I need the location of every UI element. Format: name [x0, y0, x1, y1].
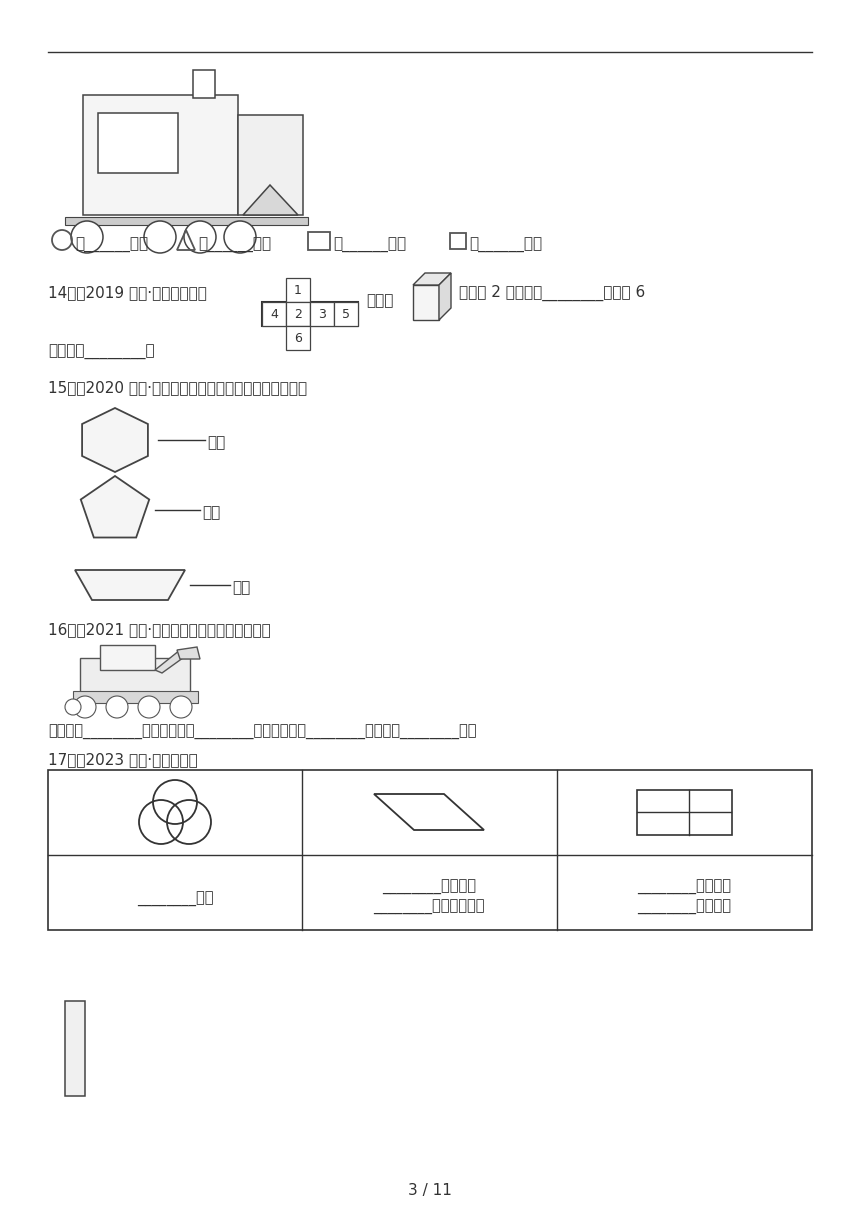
Text: 6: 6 — [294, 332, 302, 345]
Polygon shape — [75, 570, 185, 599]
Text: 有______个，: 有______个， — [198, 237, 271, 253]
Text: 17．（2023 一下·西平月考）: 17．（2023 一下·西平月考） — [48, 751, 198, 767]
Bar — [262, 302, 358, 326]
Bar — [100, 644, 155, 670]
Text: 3: 3 — [318, 309, 326, 321]
Bar — [98, 113, 178, 173]
Bar — [637, 790, 732, 835]
Text: 15．（2020 二上·泗洪期中）下面的图形分别是几边形。: 15．（2020 二上·泗洪期中）下面的图形分别是几边形。 — [48, 379, 307, 395]
Polygon shape — [413, 274, 451, 285]
Polygon shape — [439, 274, 451, 320]
Circle shape — [74, 696, 96, 717]
Text: 边形: 边形 — [202, 506, 220, 520]
Bar — [65, 1001, 85, 1096]
Circle shape — [170, 696, 192, 717]
Text: ________个长方形: ________个长方形 — [637, 879, 731, 895]
Bar — [308, 232, 330, 250]
Text: 边形: 边形 — [207, 435, 225, 450]
Text: 边形: 边形 — [232, 580, 250, 596]
Bar — [48, 770, 812, 930]
Bar — [413, 285, 439, 320]
Polygon shape — [155, 651, 187, 672]
Bar — [65, 216, 308, 225]
Bar — [286, 302, 310, 326]
Text: 有______个，: 有______个， — [75, 237, 148, 253]
Text: ________个三角形: ________个三角形 — [382, 879, 476, 895]
Text: ________个平行四边形: ________个平行四边形 — [373, 900, 485, 914]
Polygon shape — [243, 185, 298, 215]
Bar — [286, 326, 310, 350]
Circle shape — [138, 696, 160, 717]
Bar — [262, 302, 286, 326]
Polygon shape — [82, 409, 148, 472]
Text: 长方形有________个；正方形有________个；三角形有________个；圆有________个。: 长方形有________个；正方形有________个；三角形有________… — [48, 725, 476, 741]
Circle shape — [224, 221, 256, 253]
Text: 的对面是________。: 的对面是________。 — [48, 345, 155, 360]
Text: 4: 4 — [270, 309, 278, 321]
Circle shape — [144, 221, 176, 253]
Bar — [83, 95, 238, 215]
Bar — [286, 278, 310, 302]
Bar — [80, 658, 190, 693]
Bar — [450, 233, 466, 249]
Text: 14．（2019 一下·成武期中）用: 14．（2019 一下·成武期中）用 — [48, 285, 207, 300]
Text: 5: 5 — [342, 309, 350, 321]
Polygon shape — [177, 647, 200, 659]
Bar — [310, 302, 334, 326]
Circle shape — [65, 699, 81, 715]
Text: 有______个，: 有______个， — [333, 237, 406, 253]
Bar — [73, 691, 198, 703]
Text: 1: 1 — [294, 285, 302, 298]
Text: 2: 2 — [294, 309, 302, 321]
Circle shape — [106, 696, 128, 717]
Bar — [238, 116, 303, 215]
Bar — [193, 71, 215, 98]
Circle shape — [184, 221, 216, 253]
Polygon shape — [81, 475, 150, 537]
Text: 有______个。: 有______个。 — [469, 237, 542, 253]
Text: 16．（2021 一下·龙岗期末）数一数，填一填。: 16．（2021 一下·龙岗期末）数一数，填一填。 — [48, 623, 271, 637]
Circle shape — [71, 221, 103, 253]
Text: 。数字 2 的对面是________，数字 6: 。数字 2 的对面是________，数字 6 — [459, 285, 645, 302]
Bar — [334, 302, 358, 326]
Text: ________个圆: ________个圆 — [137, 891, 213, 906]
Text: 做一个: 做一个 — [366, 293, 393, 308]
Text: 3 / 11: 3 / 11 — [408, 1182, 452, 1198]
Text: ________个正方形: ________个正方形 — [637, 900, 731, 914]
